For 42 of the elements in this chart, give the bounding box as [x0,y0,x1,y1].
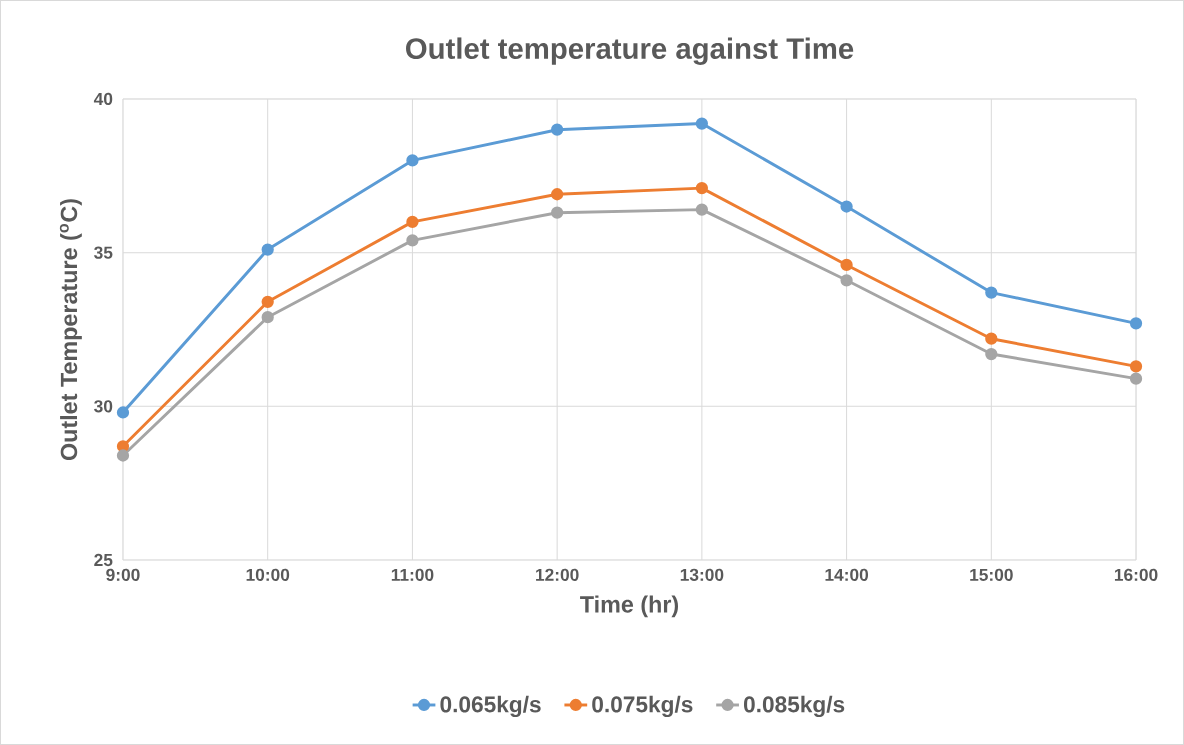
point [116,440,130,453]
point [116,449,130,462]
point [406,234,419,247]
legend-label: 0.085kg/s [743,695,845,718]
point [695,203,708,216]
y-tick-label: 30 [94,400,113,413]
point [840,274,853,287]
x-tick-label: 16:00 [1114,568,1158,581]
legend-label: 0.065kg/s [440,695,541,718]
legend-label: 0.075kg/s [592,695,693,718]
point [261,243,274,256]
x-tick-label: 14:00 [825,568,869,581]
point [551,188,564,201]
y-tick-label: 25 [94,553,113,567]
point [840,200,853,213]
point [406,215,419,229]
point [261,311,274,324]
point [1129,372,1143,385]
x-tick-label: 10:00 [246,568,290,581]
x-tick-label: 13:00 [680,568,724,582]
x-tick-label: 15:00 [970,568,1013,581]
point [116,406,130,419]
point [985,286,998,299]
y-tick-label: 35 [94,246,113,259]
point [551,123,564,136]
x-tick-label: 11:00 [391,568,434,581]
point [551,206,564,219]
x-tick-label: 12:00 [536,568,579,581]
point [695,117,708,130]
y-axis-title: Outlet Temperature ($^{o}$C) [59,199,82,461]
chart-title: Outlet temperature against Time [406,37,854,65]
x-axis-title: Time (hr) [580,595,679,618]
y-tick-label: 40 [93,92,113,106]
point [261,295,274,308]
point [1129,360,1143,373]
point [840,258,853,272]
point [406,154,419,167]
point [985,347,998,361]
x-tick-label: 9:00 [106,568,140,581]
point [985,332,998,345]
point [695,181,708,195]
point [1129,317,1143,330]
